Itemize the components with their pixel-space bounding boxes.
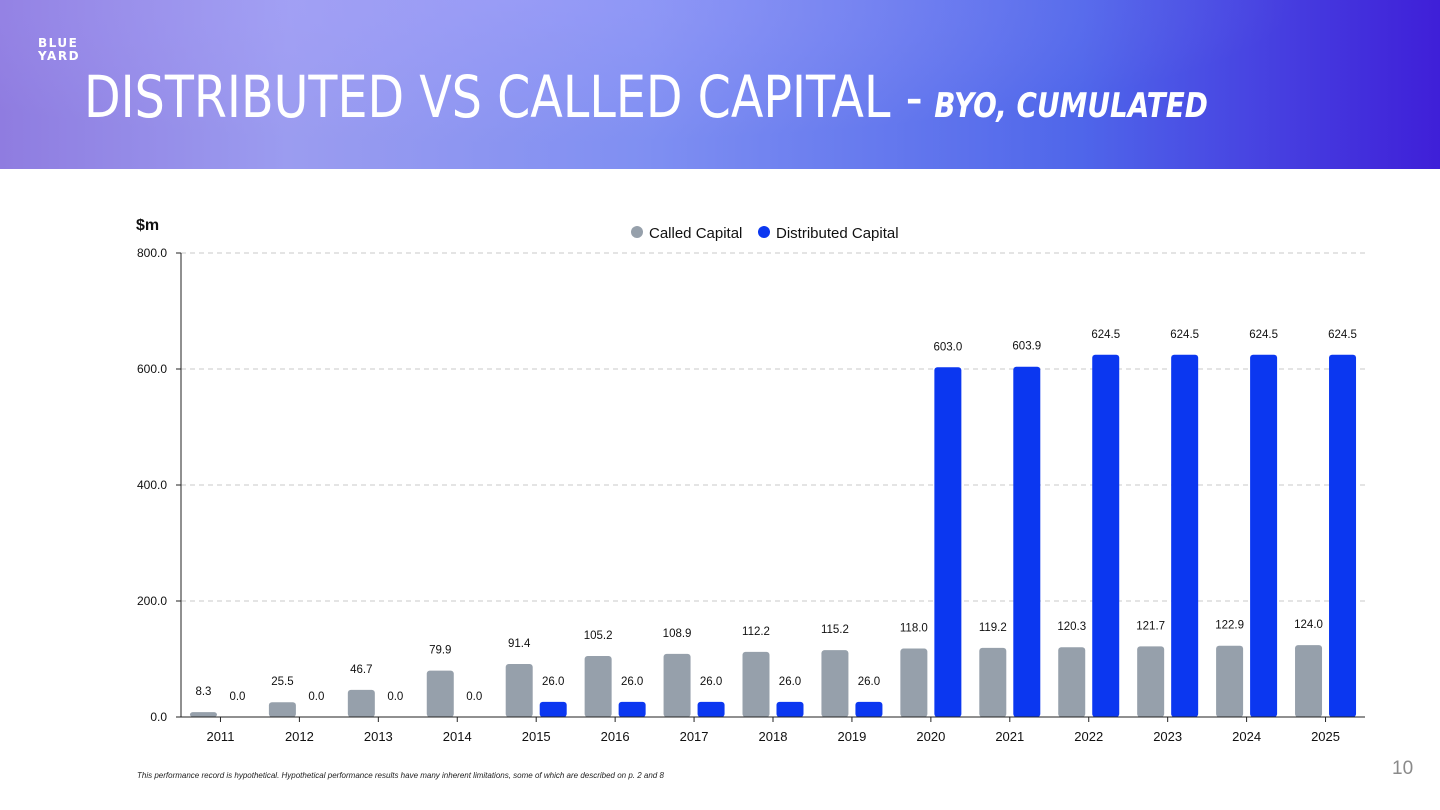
called-capital-bar-2023 — [1137, 646, 1165, 717]
called-capital-bar-2013 — [347, 689, 375, 717]
called-capital-label-2018: 112.2 — [742, 626, 770, 638]
called-capital-bar-2018 — [742, 651, 770, 717]
distributed-capital-label-2017: 26.0 — [700, 676, 722, 688]
called-capital-label-2022: 120.3 — [1057, 621, 1086, 633]
page-title: DISTRIBUTED VS CALLED CAPITAL - BYO, CUMU… — [84, 62, 1208, 141]
page-title-sub: BYO, CUMULATED — [934, 86, 1208, 126]
distributed-capital-label-2024: 624.5 — [1249, 329, 1278, 341]
called-capital-label-2013: 46.7 — [350, 664, 372, 676]
page-number: 10 — [1392, 758, 1414, 779]
distributed-capital-label-2021: 603.9 — [1012, 341, 1041, 353]
x-tick-label-2011: 2011 — [206, 729, 234, 744]
x-tick-label-2019: 2019 — [837, 729, 866, 744]
called-capital-bar-2019 — [821, 650, 849, 717]
distributed-capital-bar-2019 — [855, 701, 883, 717]
distributed-capital-label-2018: 26.0 — [779, 676, 801, 688]
distributed-capital-label-2012: 0.0 — [308, 691, 324, 703]
legend-label-distributed: Distributed Capital — [776, 225, 899, 242]
x-tick-label-2017: 2017 — [680, 729, 709, 744]
called-capital-bar-2016 — [584, 655, 612, 717]
bar-chart: $m Called Capital Distributed Capital 0.0… — [136, 217, 1365, 744]
x-tick-label-2014: 2014 — [443, 729, 472, 744]
chart-bars: 8.3 0.0 25.5 0.0 46.7 0.0 79.9 0.0 91.4 26.0 105.2… — [189, 329, 1357, 717]
called-capital-label-2017: 108.9 — [663, 628, 692, 640]
x-tick-label-2024: 2024 — [1232, 729, 1261, 744]
header-banner: BLUE YARD DISTRIBUTED VS CALLED CAPITAL … — [0, 0, 1440, 169]
logo-line-2: YARD — [38, 49, 81, 63]
called-capital-bar-2021 — [979, 647, 1007, 717]
distributed-capital-bar-2017 — [697, 701, 725, 717]
y-tick-label: 0.0 — [150, 710, 167, 724]
distributed-capital-label-2022: 624.5 — [1091, 329, 1120, 341]
y-tick-label: 800.0 — [137, 246, 167, 260]
called-capital-label-2020: 118.0 — [900, 623, 928, 635]
x-tick-label-2015: 2015 — [522, 729, 551, 744]
distributed-capital-label-2025: 624.5 — [1328, 329, 1357, 341]
called-capital-label-2015: 91.4 — [508, 638, 531, 650]
distributed-capital-bar-2015 — [539, 701, 567, 717]
x-tick-label-2025: 2025 — [1311, 729, 1340, 744]
chart-legend: Called Capital Distributed Capital — [631, 225, 899, 242]
legend-swatch-called — [631, 226, 643, 238]
called-capital-label-2019: 115.2 — [821, 624, 849, 636]
called-capital-label-2012: 25.5 — [271, 676, 293, 688]
y-axis: 0.0 200.0 400.0 600.0 800.0 — [137, 246, 182, 724]
called-capital-bar-2022 — [1058, 647, 1086, 717]
distributed-capital-label-2019: 26.0 — [858, 676, 880, 688]
distributed-capital-label-2014: 0.0 — [466, 691, 482, 703]
distributed-capital-label-2015: 26.0 — [542, 676, 564, 688]
called-capital-label-2021: 119.2 — [979, 622, 1007, 634]
page-title-main: DISTRIBUTED VS CALLED CAPITAL - — [84, 63, 923, 131]
distributed-capital-label-2020: 603.0 — [933, 341, 962, 353]
distributed-capital-bar-2018 — [776, 701, 804, 717]
called-capital-bar-2012 — [268, 702, 296, 717]
distributed-capital-bar-2021 — [1013, 366, 1041, 717]
chart-container: $m Called Capital Distributed Capital 0.0… — [0, 169, 1440, 779]
x-tick-label-2013: 2013 — [364, 729, 393, 744]
x-tick-label-2016: 2016 — [601, 729, 630, 744]
distributed-capital-label-2013: 0.0 — [387, 691, 403, 703]
y-tick-label: 400.0 — [137, 478, 167, 492]
blueyard-logo: BLUE YARD — [38, 37, 80, 63]
y-tick-label: 200.0 — [137, 594, 167, 608]
called-capital-label-2011: 8.3 — [195, 686, 211, 698]
called-capital-bar-2011 — [189, 712, 217, 717]
called-capital-bar-2025 — [1295, 645, 1323, 717]
distributed-capital-label-2023: 624.5 — [1170, 329, 1199, 341]
called-capital-label-2016: 105.2 — [584, 630, 613, 642]
distributed-capital-bar-2016 — [618, 701, 646, 717]
called-capital-label-2024: 122.9 — [1215, 620, 1244, 632]
x-tick-label-2020: 2020 — [916, 729, 945, 744]
called-capital-bar-2024 — [1216, 645, 1244, 717]
legend-swatch-distributed — [758, 226, 770, 238]
logo-line-1: BLUE — [38, 36, 79, 50]
x-tick-label-2023: 2023 — [1153, 729, 1182, 744]
x-axis: 2011 2012 2013 2014 2015 2016 2017 2018 2019 2020… — [181, 716, 1365, 744]
x-tick-label-2012: 2012 — [285, 729, 314, 744]
x-tick-label-2021: 2021 — [995, 729, 1024, 744]
called-capital-label-2023: 121.7 — [1136, 620, 1165, 632]
called-capital-bar-2014 — [426, 670, 454, 717]
x-tick-label-2018: 2018 — [759, 729, 788, 744]
called-capital-label-2025: 124.0 — [1294, 619, 1323, 631]
called-capital-bar-2015 — [505, 663, 533, 717]
distributed-capital-bar-2020 — [934, 367, 962, 717]
distributed-capital-bar-2024 — [1250, 354, 1278, 717]
disclaimer-footnote: This performance record is hypothetical.… — [137, 771, 664, 780]
distributed-capital-label-2011: 0.0 — [229, 691, 245, 703]
distributed-capital-bar-2025 — [1329, 354, 1357, 717]
called-capital-bar-2017 — [663, 653, 691, 717]
distributed-capital-label-2016: 26.0 — [621, 676, 643, 688]
distributed-capital-bar-2023 — [1171, 354, 1199, 717]
distributed-capital-bar-2022 — [1092, 354, 1120, 717]
y-tick-label: 600.0 — [137, 362, 167, 376]
legend-label-called: Called Capital — [649, 225, 742, 242]
called-capital-label-2014: 79.9 — [429, 645, 451, 657]
y-unit-label: $m — [136, 217, 159, 234]
x-tick-label-2022: 2022 — [1074, 729, 1103, 744]
called-capital-bar-2020 — [900, 648, 928, 717]
